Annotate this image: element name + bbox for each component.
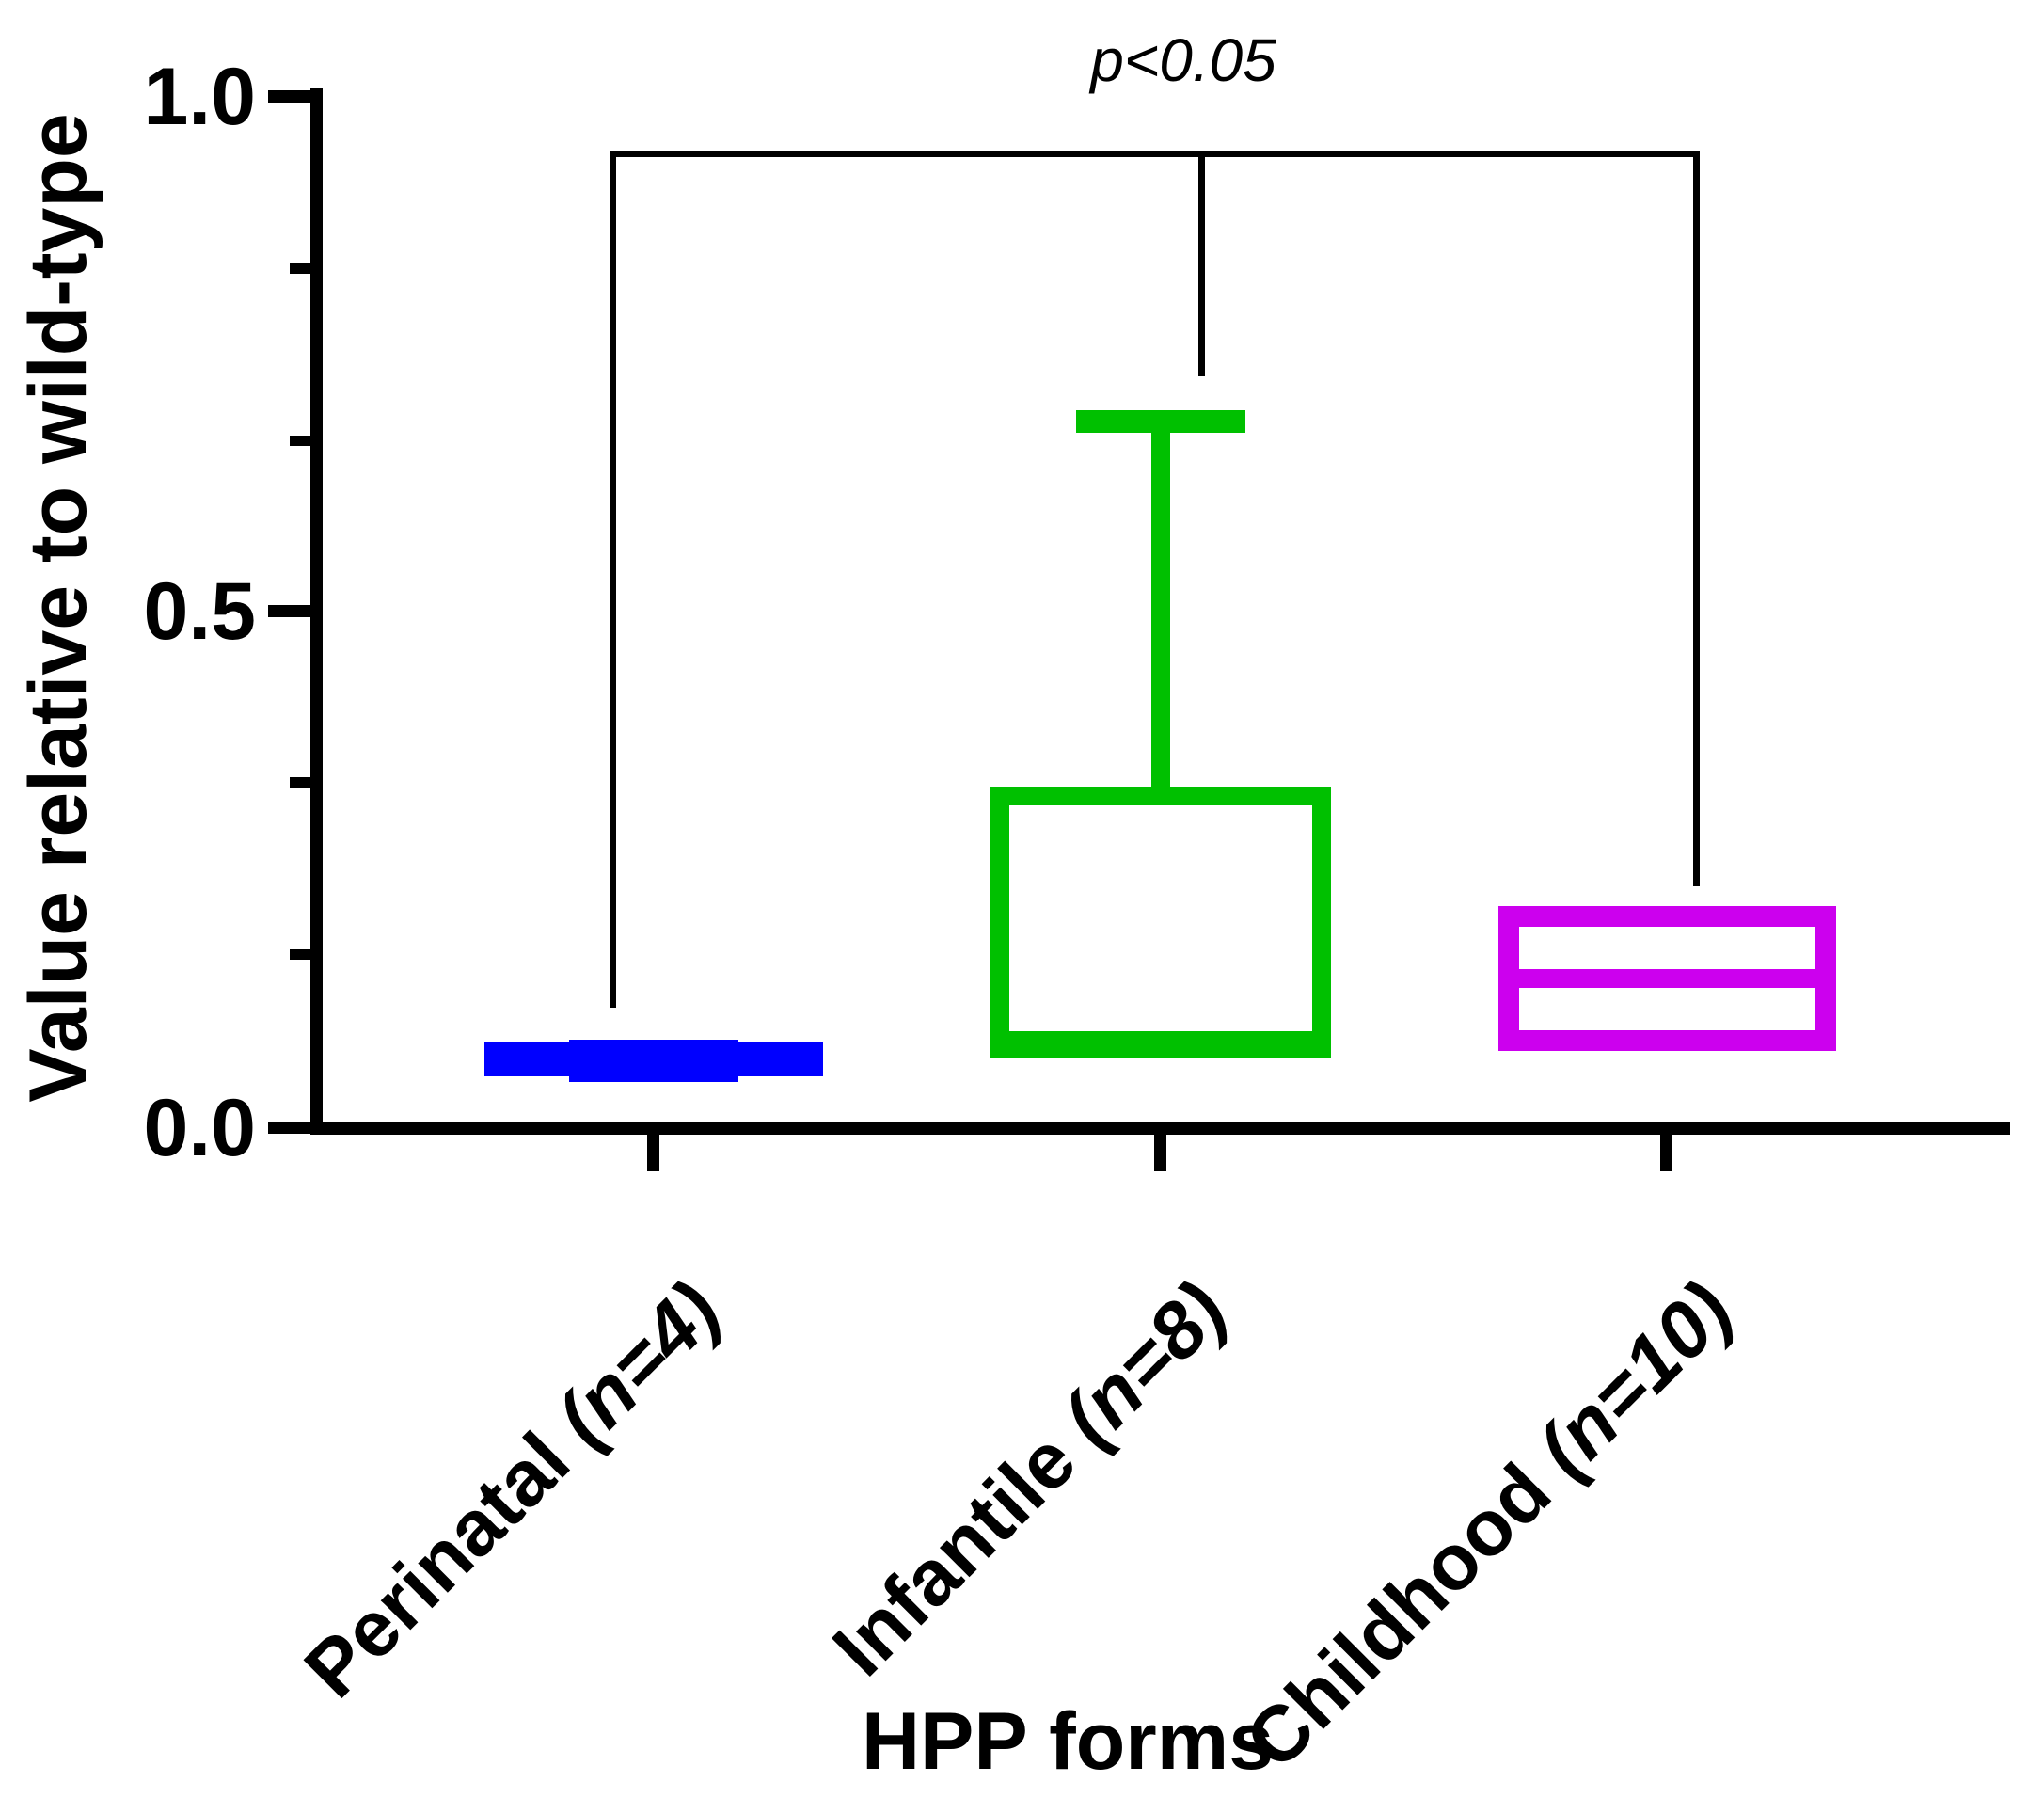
y-minor-tick <box>290 436 310 446</box>
category-label-infantile: Infantile (n=8) <box>816 1265 1243 1692</box>
y-minor-tick <box>290 949 310 960</box>
y-major-tick-1.0 <box>268 90 310 103</box>
childhood-box <box>1498 906 1836 1051</box>
y-minor-tick <box>290 777 310 788</box>
category-label-childhood: Childhood (n=10) <box>1228 1265 1749 1785</box>
perinatal-whisker-caps <box>569 1040 738 1082</box>
infantile-box <box>990 787 1331 1058</box>
infantile-upper-whisker-stem <box>1151 433 1170 787</box>
x-axis-title: HPP forms <box>861 1696 1275 1787</box>
childhood-median-line <box>1519 969 1815 988</box>
y-minor-tick <box>290 263 310 274</box>
p-value-annotation: p<0.05 <box>1090 26 1276 94</box>
category-label-perinatal-main: Perinatal <box>287 1400 602 1714</box>
significance-bracket-left-arm <box>610 151 616 1008</box>
y-major-tick-0.5 <box>268 605 310 617</box>
y-tick-label-1.0: 1.0 <box>143 52 256 142</box>
category-label-childhood-main: Childhood <box>1228 1431 1583 1786</box>
y-axis-title: Value relative to wild-type <box>13 113 103 1103</box>
x-tick-childhood <box>1660 1135 1672 1171</box>
significance-bracket-middle-arm <box>1198 151 1205 376</box>
x-axis-line <box>310 1122 2010 1135</box>
y-axis-line <box>310 88 323 1135</box>
category-label-infantile-main: Infantile <box>815 1400 1108 1693</box>
significance-bracket-right-arm <box>1693 151 1700 886</box>
category-label-perinatal: Perinatal (n=4) <box>287 1265 736 1713</box>
y-tick-label-0.0: 0.0 <box>143 1083 256 1173</box>
y-tick-label-0.5: 0.5 <box>143 566 256 657</box>
x-tick-infantile <box>1154 1135 1166 1171</box>
y-major-tick-0.0 <box>268 1122 310 1134</box>
category-label-childhood-n: (n=10) <box>1519 1265 1749 1494</box>
significance-bracket-horizontal <box>612 151 1700 157</box>
infantile-upper-whisker-cap <box>1076 410 1245 433</box>
x-tick-perinatal <box>647 1135 659 1171</box>
